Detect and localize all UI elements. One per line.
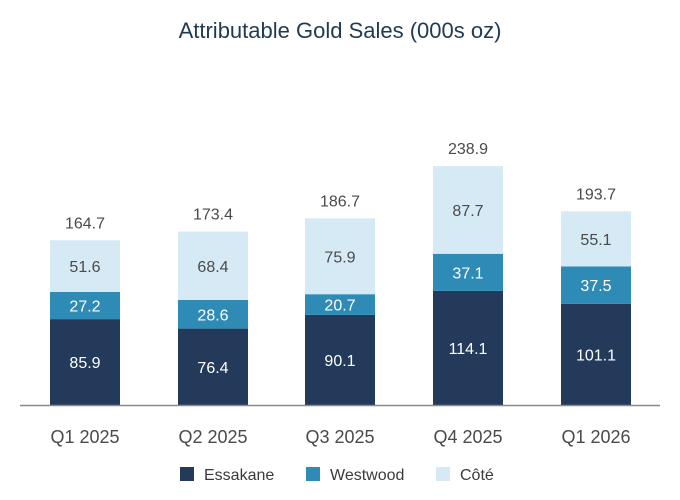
bar-c-t--2 [178, 231, 248, 300]
x-tick-label: Q1 2026 [561, 427, 630, 447]
x-axis-ticks: Q1 2025 Q2 2025 Q3 2025 Q4 2025 Q1 2026 [50, 427, 630, 447]
data-label: 51.6 [69, 259, 100, 276]
data-label: 27.2 [69, 299, 100, 316]
bar-westwood-2 [178, 300, 248, 329]
x-tick-label: Q4 2025 [433, 427, 502, 447]
total-label: 186.7 [320, 193, 360, 210]
legend-item-label: Côté [460, 467, 494, 484]
bar-westwood-3 [305, 294, 375, 315]
x-tick-label: Q1 2025 [50, 427, 119, 447]
total-label: 164.7 [65, 215, 105, 232]
bar-westwood-5 [561, 266, 631, 304]
chart-title: Attributable Gold Sales (000s oz) [179, 18, 502, 43]
bar-essakane-4 [433, 290, 503, 405]
legend: Essakane Westwood Côté [180, 467, 494, 484]
legend-swatch [180, 467, 194, 481]
bar-c-t--4 [433, 166, 503, 254]
bar-c-t--5 [561, 211, 631, 267]
data-label: 37.5 [580, 278, 611, 295]
data-label: 68.4 [197, 259, 228, 276]
legend-item-label: Essakane [204, 467, 274, 484]
bar-c-t--3 [305, 218, 375, 295]
x-tick-label: Q3 2025 [305, 427, 374, 447]
bars-group: 85.9 27.2 51.6 164.7 76.4 28.6 68.4 173.4 90.1 20… [50, 141, 631, 405]
data-label: 75.9 [324, 249, 355, 266]
legend-item-label: Westwood [330, 467, 404, 484]
data-label: 87.7 [452, 203, 483, 220]
bar-c-t--1 [50, 240, 120, 292]
data-label: 20.7 [324, 298, 355, 315]
bar-essakane-2 [178, 328, 248, 405]
legend-swatch [436, 467, 450, 481]
bar-essakane-3 [305, 314, 375, 405]
data-label: 28.6 [197, 307, 228, 324]
bar-essakane-5 [561, 303, 631, 405]
total-label: 238.9 [448, 141, 488, 158]
legend-swatch [306, 467, 320, 481]
data-label: 76.4 [197, 360, 228, 377]
total-label: 193.7 [576, 186, 616, 203]
data-label: 37.1 [452, 265, 483, 282]
data-label: 90.1 [324, 353, 355, 370]
bar-westwood-1 [50, 291, 120, 320]
data-label: 114.1 [449, 341, 488, 358]
total-label: 173.4 [193, 207, 233, 224]
x-tick-label: Q2 2025 [178, 427, 247, 447]
bar-essakane-1 [50, 319, 120, 405]
data-label: 55.1 [580, 232, 611, 249]
bar-westwood-4 [433, 253, 503, 291]
data-label: 85.9 [69, 355, 100, 372]
data-label: 101.1 [576, 347, 616, 364]
